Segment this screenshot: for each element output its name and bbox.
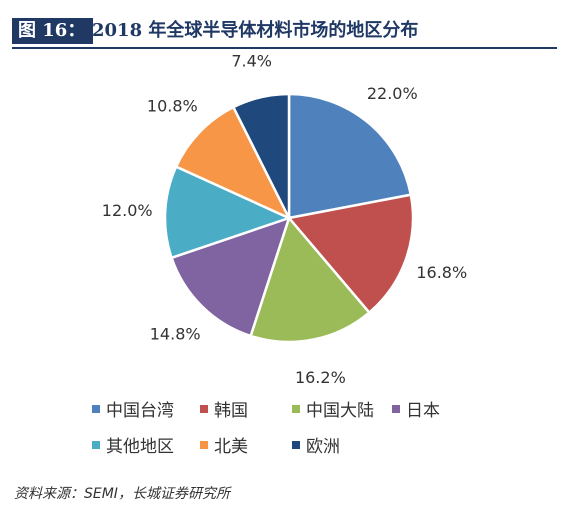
data-label: 7.4% [231, 52, 272, 70]
pie-chart: 22.0% 16.8% 16.2% 14.8% 12.0% 10.8% 7.4% 中国台湾 韩… [92, 52, 467, 457]
data-label: 12.0% [102, 201, 153, 220]
figure-label: 图 16： [12, 18, 94, 44]
pie-slice [287, 92, 413, 220]
legend-swatch [292, 441, 300, 449]
title-underline [12, 47, 557, 49]
legend-label: 中国大陆 [306, 401, 374, 421]
data-label: 22.0% [367, 84, 418, 103]
pie-slice [163, 164, 293, 260]
pie-slice [231, 92, 291, 219]
pie-slice [286, 193, 415, 315]
data-label: 16.8% [416, 263, 467, 282]
legend-label: 日本 [406, 401, 440, 421]
legend-label: 韩国 [214, 401, 248, 421]
legend-swatch [200, 441, 208, 449]
legend-label: 其他地区 [106, 437, 174, 457]
data-labels: 22.0% 16.8% 16.2% 14.8% 12.0% 10.8% 7.4% [102, 52, 467, 387]
data-label: 10.8% [147, 97, 198, 116]
pie-slice [174, 105, 292, 221]
figure-header: 图 16： 2018 年全球半导体材料市场的地区分布 [12, 14, 557, 50]
legend-swatch [92, 405, 100, 413]
legend-swatch [392, 405, 400, 413]
figure-title: 2018 年全球半导体材料市场的地区分布 [92, 20, 419, 41]
pie-slice [169, 216, 291, 338]
pie-slices [163, 92, 415, 344]
legend-label: 中国台湾 [106, 401, 174, 421]
data-label: 14.8% [150, 324, 201, 343]
legend-swatch [292, 405, 300, 413]
legend-label: 北美 [214, 437, 248, 457]
legend-swatch [92, 441, 100, 449]
data-label: 16.2% [295, 368, 346, 387]
legend-label: 欧洲 [306, 437, 340, 457]
source-note: 资料来源：SEMI，长城证券研究所 [14, 486, 230, 502]
pie-slice [249, 215, 371, 344]
legend-swatch [200, 405, 208, 413]
